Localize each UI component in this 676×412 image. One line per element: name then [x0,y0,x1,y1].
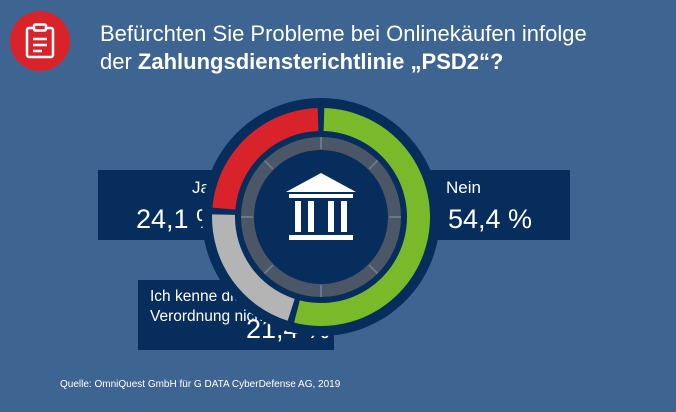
donut-slice-unknown [211,214,295,321]
clipboard-icon [25,23,55,59]
unknown-label: Ich kenne die Verordnung nicht [150,288,268,325]
title-line2-bold: Zahlungsdiensterichtlinie „PSD2“? [137,49,504,74]
source-note: Quelle: OmniQuest GmbH für G DATA CyberD… [60,379,341,390]
inner-ring-ticks [241,137,401,297]
donut-slices [211,108,430,326]
title-line1: Befürchten Sie Probleme bei Onlinekäufen… [100,21,587,46]
nein-label: Nein [446,178,481,197]
clipboard-badge [10,11,70,71]
donut-center [254,150,388,284]
donut-slice-ja [212,108,319,210]
donut-slice-nein [294,108,430,326]
title-line2-prefix: der [100,49,138,74]
nein-value: 54,4 % [448,204,533,234]
chart-title: Befürchten Sie Probleme bei Onlinekäufen… [100,20,587,76]
bank-building-icon [286,173,356,240]
title-line2: der Zahlungsdiensterichtlinie „PSD2“? [100,48,587,76]
